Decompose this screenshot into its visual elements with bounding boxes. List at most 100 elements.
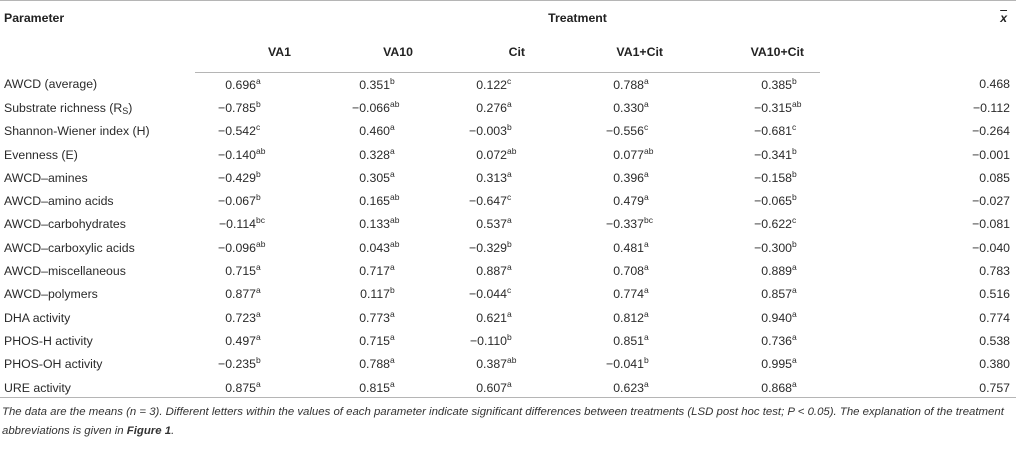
col-header-cit: Cit: [421, 32, 550, 73]
mean-cell: −0.081: [972, 217, 1011, 232]
mean-cell: 0.538: [979, 333, 1011, 348]
value-cell: 0.723a: [225, 308, 261, 325]
value-cell: −0.110b: [469, 331, 512, 348]
mean-cell: −0.112: [972, 100, 1011, 115]
value-cell: 0.328a: [359, 145, 395, 162]
value-cell: −0.096ab: [218, 238, 266, 255]
value-cell: −0.158b: [754, 168, 797, 185]
value-cell: 0.072ab: [476, 145, 517, 162]
value-cell: 0.351b: [359, 75, 395, 92]
table-row: URE activity 0.875a 0.815a 0.607a 0.623a 0.86…: [0, 376, 1016, 399]
table-row: Shannon-Wiener index (H) −0.542c 0.460a −0.…: [0, 120, 1016, 143]
mean-cell: 0.380: [979, 357, 1011, 372]
table-row: AWCD–polymers 0.877a 0.117b −0.044c 0.774a 0.…: [0, 283, 1016, 306]
parameter-header: Parameter: [4, 11, 65, 25]
table-row: AWCD–amino acids −0.067b 0.165ab −0.647c 0.4…: [0, 189, 1016, 212]
row-parameter-name: AWCD–polymers: [4, 287, 98, 302]
mean-cell: 0.757: [979, 380, 1011, 395]
value-cell: 0.773a: [359, 308, 395, 325]
value-cell: −0.429b: [218, 168, 261, 185]
table-row: Substrate richness (RS) −0.785b −0.066ab 0.…: [0, 96, 1016, 119]
value-cell: 0.077ab: [613, 145, 654, 162]
value-cell: 0.122c: [476, 75, 512, 92]
table-row: PHOS-OH activity −0.235b 0.788a 0.387ab −0.0…: [0, 353, 1016, 376]
col-header-va1-cit: VA1+Cit: [550, 32, 685, 73]
col-header-va1: VA1: [195, 32, 291, 73]
value-cell: 0.995a: [761, 355, 797, 372]
mean-cell: 0.468: [979, 77, 1011, 92]
value-cell: 0.117b: [360, 285, 395, 302]
row-parameter-name: Substrate richness (RS): [4, 100, 133, 116]
value-cell: 0.715a: [359, 331, 395, 348]
value-cell: −0.341b: [754, 145, 797, 162]
treatment-header: Treatment: [548, 11, 607, 25]
value-cell: 0.396a: [613, 168, 649, 185]
value-cell: −0.785b: [218, 98, 261, 115]
row-parameter-name: URE activity: [4, 380, 71, 395]
bottom-rule: [0, 397, 1016, 398]
value-cell: 0.330a: [613, 98, 649, 115]
value-cell: −0.329b: [469, 238, 512, 255]
value-cell: 0.736a: [761, 331, 797, 348]
mean-cell: −0.264: [972, 124, 1011, 139]
table-row: AWCD (average) 0.696a 0.351b 0.122c 0.788a 0.…: [0, 73, 1016, 97]
table-caption: The data are the means (n = 3). Differen…: [2, 406, 1004, 437]
value-cell: −0.681c: [754, 122, 797, 139]
mean-cell: 0.783: [979, 264, 1011, 279]
value-cell: −0.647c: [469, 192, 512, 209]
value-cell: −0.140ab: [218, 145, 266, 162]
top-rule: [0, 0, 1016, 1]
value-cell: 0.481a: [613, 238, 649, 255]
row-parameter-name: AWCD–amino acids: [4, 194, 114, 209]
value-cell: 0.877a: [225, 285, 261, 302]
row-parameter-name: AWCD–amines: [4, 170, 88, 185]
mean-header: x: [1000, 11, 1008, 25]
value-cell: 0.717a: [359, 262, 395, 279]
value-cell: 0.607a: [476, 378, 512, 395]
value-cell: 0.623a: [613, 378, 649, 395]
value-cell: 0.868a: [761, 378, 797, 395]
row-parameter-name: AWCD–miscellaneous: [4, 264, 126, 279]
value-cell: −0.066ab: [352, 98, 400, 115]
value-cell: −0.044c: [469, 285, 512, 302]
row-parameter-name: PHOS-OH activity: [4, 357, 103, 372]
value-cell: −0.067b: [218, 192, 261, 209]
value-cell: −0.337bc: [606, 215, 653, 232]
col-header-va10-cit: VA10+Cit: [685, 32, 821, 73]
value-cell: −0.114bc: [218, 215, 265, 232]
value-cell: −0.065b: [754, 192, 797, 209]
row-parameter-name: Evenness (E): [4, 147, 78, 162]
table-row: AWCD–amines −0.429b 0.305a 0.313a 0.396a −0.1…: [0, 166, 1016, 189]
value-cell: 0.715a: [225, 262, 261, 279]
value-cell: 0.774a: [613, 285, 649, 302]
value-cell: 0.857a: [761, 285, 797, 302]
mean-cell: −0.001: [972, 147, 1011, 162]
table-body: AWCD (average) 0.696a 0.351b 0.122c 0.788a 0.…: [0, 73, 1016, 400]
value-cell: 0.708a: [613, 262, 649, 279]
value-cell: 0.479a: [613, 192, 649, 209]
row-parameter-name: AWCD–carboxylic acids: [4, 240, 135, 255]
results-table: Parameter Treatment x VA1 VA10 Cit VA1+C…: [0, 4, 1016, 399]
figure-reference[interactable]: Figure 1: [126, 425, 172, 437]
value-cell: 0.497a: [225, 331, 261, 348]
value-cell: −0.315ab: [754, 98, 802, 115]
value-cell: −0.041b: [606, 355, 649, 372]
row-parameter-name: AWCD (average): [4, 77, 98, 92]
value-cell: 0.875a: [225, 378, 261, 395]
table-row: AWCD–miscellaneous 0.715a 0.717a 0.887a 0.70…: [0, 259, 1016, 282]
mean-cell: −0.040: [972, 240, 1011, 255]
row-parameter-name: PHOS-H activity: [4, 333, 93, 348]
value-cell: 0.815a: [359, 378, 395, 395]
value-cell: 0.460a: [359, 122, 395, 139]
value-cell: −0.300b: [754, 238, 797, 255]
value-cell: −0.542c: [218, 122, 261, 139]
value-cell: −0.235b: [218, 355, 261, 372]
mean-cell: −0.027: [972, 194, 1011, 209]
value-cell: −0.003b: [469, 122, 512, 139]
table-row: Evenness (E) −0.140ab 0.328a 0.072ab 0.077ab…: [0, 143, 1016, 166]
value-cell: 0.043ab: [359, 238, 400, 255]
mean-cell: 0.774: [979, 310, 1011, 325]
value-cell: 0.385b: [761, 75, 797, 92]
value-cell: 0.889a: [761, 262, 797, 279]
